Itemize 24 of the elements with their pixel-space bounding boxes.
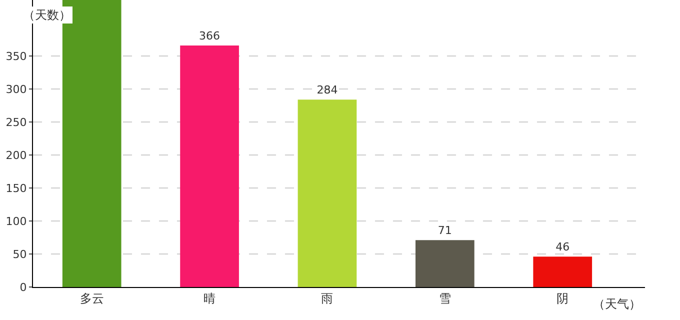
data-label: 46 — [556, 240, 570, 254]
y-axis-title: （天数） — [23, 8, 71, 22]
y-tick-label: 200 — [6, 148, 27, 162]
x-axis-title: （天气） — [593, 297, 641, 311]
y-tick-label: 50 — [12, 248, 27, 261]
data-label: 366 — [199, 30, 220, 43]
bar — [533, 256, 592, 287]
y-tick-label: 100 — [6, 214, 27, 228]
x-tick-label: 多云 — [80, 291, 104, 306]
x-tick-label: 晴 — [204, 291, 216, 306]
y-tick-label: 250 — [6, 116, 27, 129]
y-tick-label: 150 — [6, 182, 27, 195]
data-label: 284 — [316, 84, 338, 97]
x-tick-label: 雪 — [438, 291, 451, 306]
bar — [62, 0, 122, 287]
bar — [180, 46, 239, 287]
y-tick-label: 350 — [6, 50, 27, 63]
bar — [298, 100, 357, 287]
x-tick-label: 雨 — [321, 291, 334, 306]
y-tick-label: 0 — [20, 280, 27, 294]
bar — [416, 240, 474, 287]
x-tick-label: 阴 — [556, 291, 569, 306]
data-label: 71 — [438, 224, 452, 238]
y-tick-label: 300 — [6, 82, 27, 96]
